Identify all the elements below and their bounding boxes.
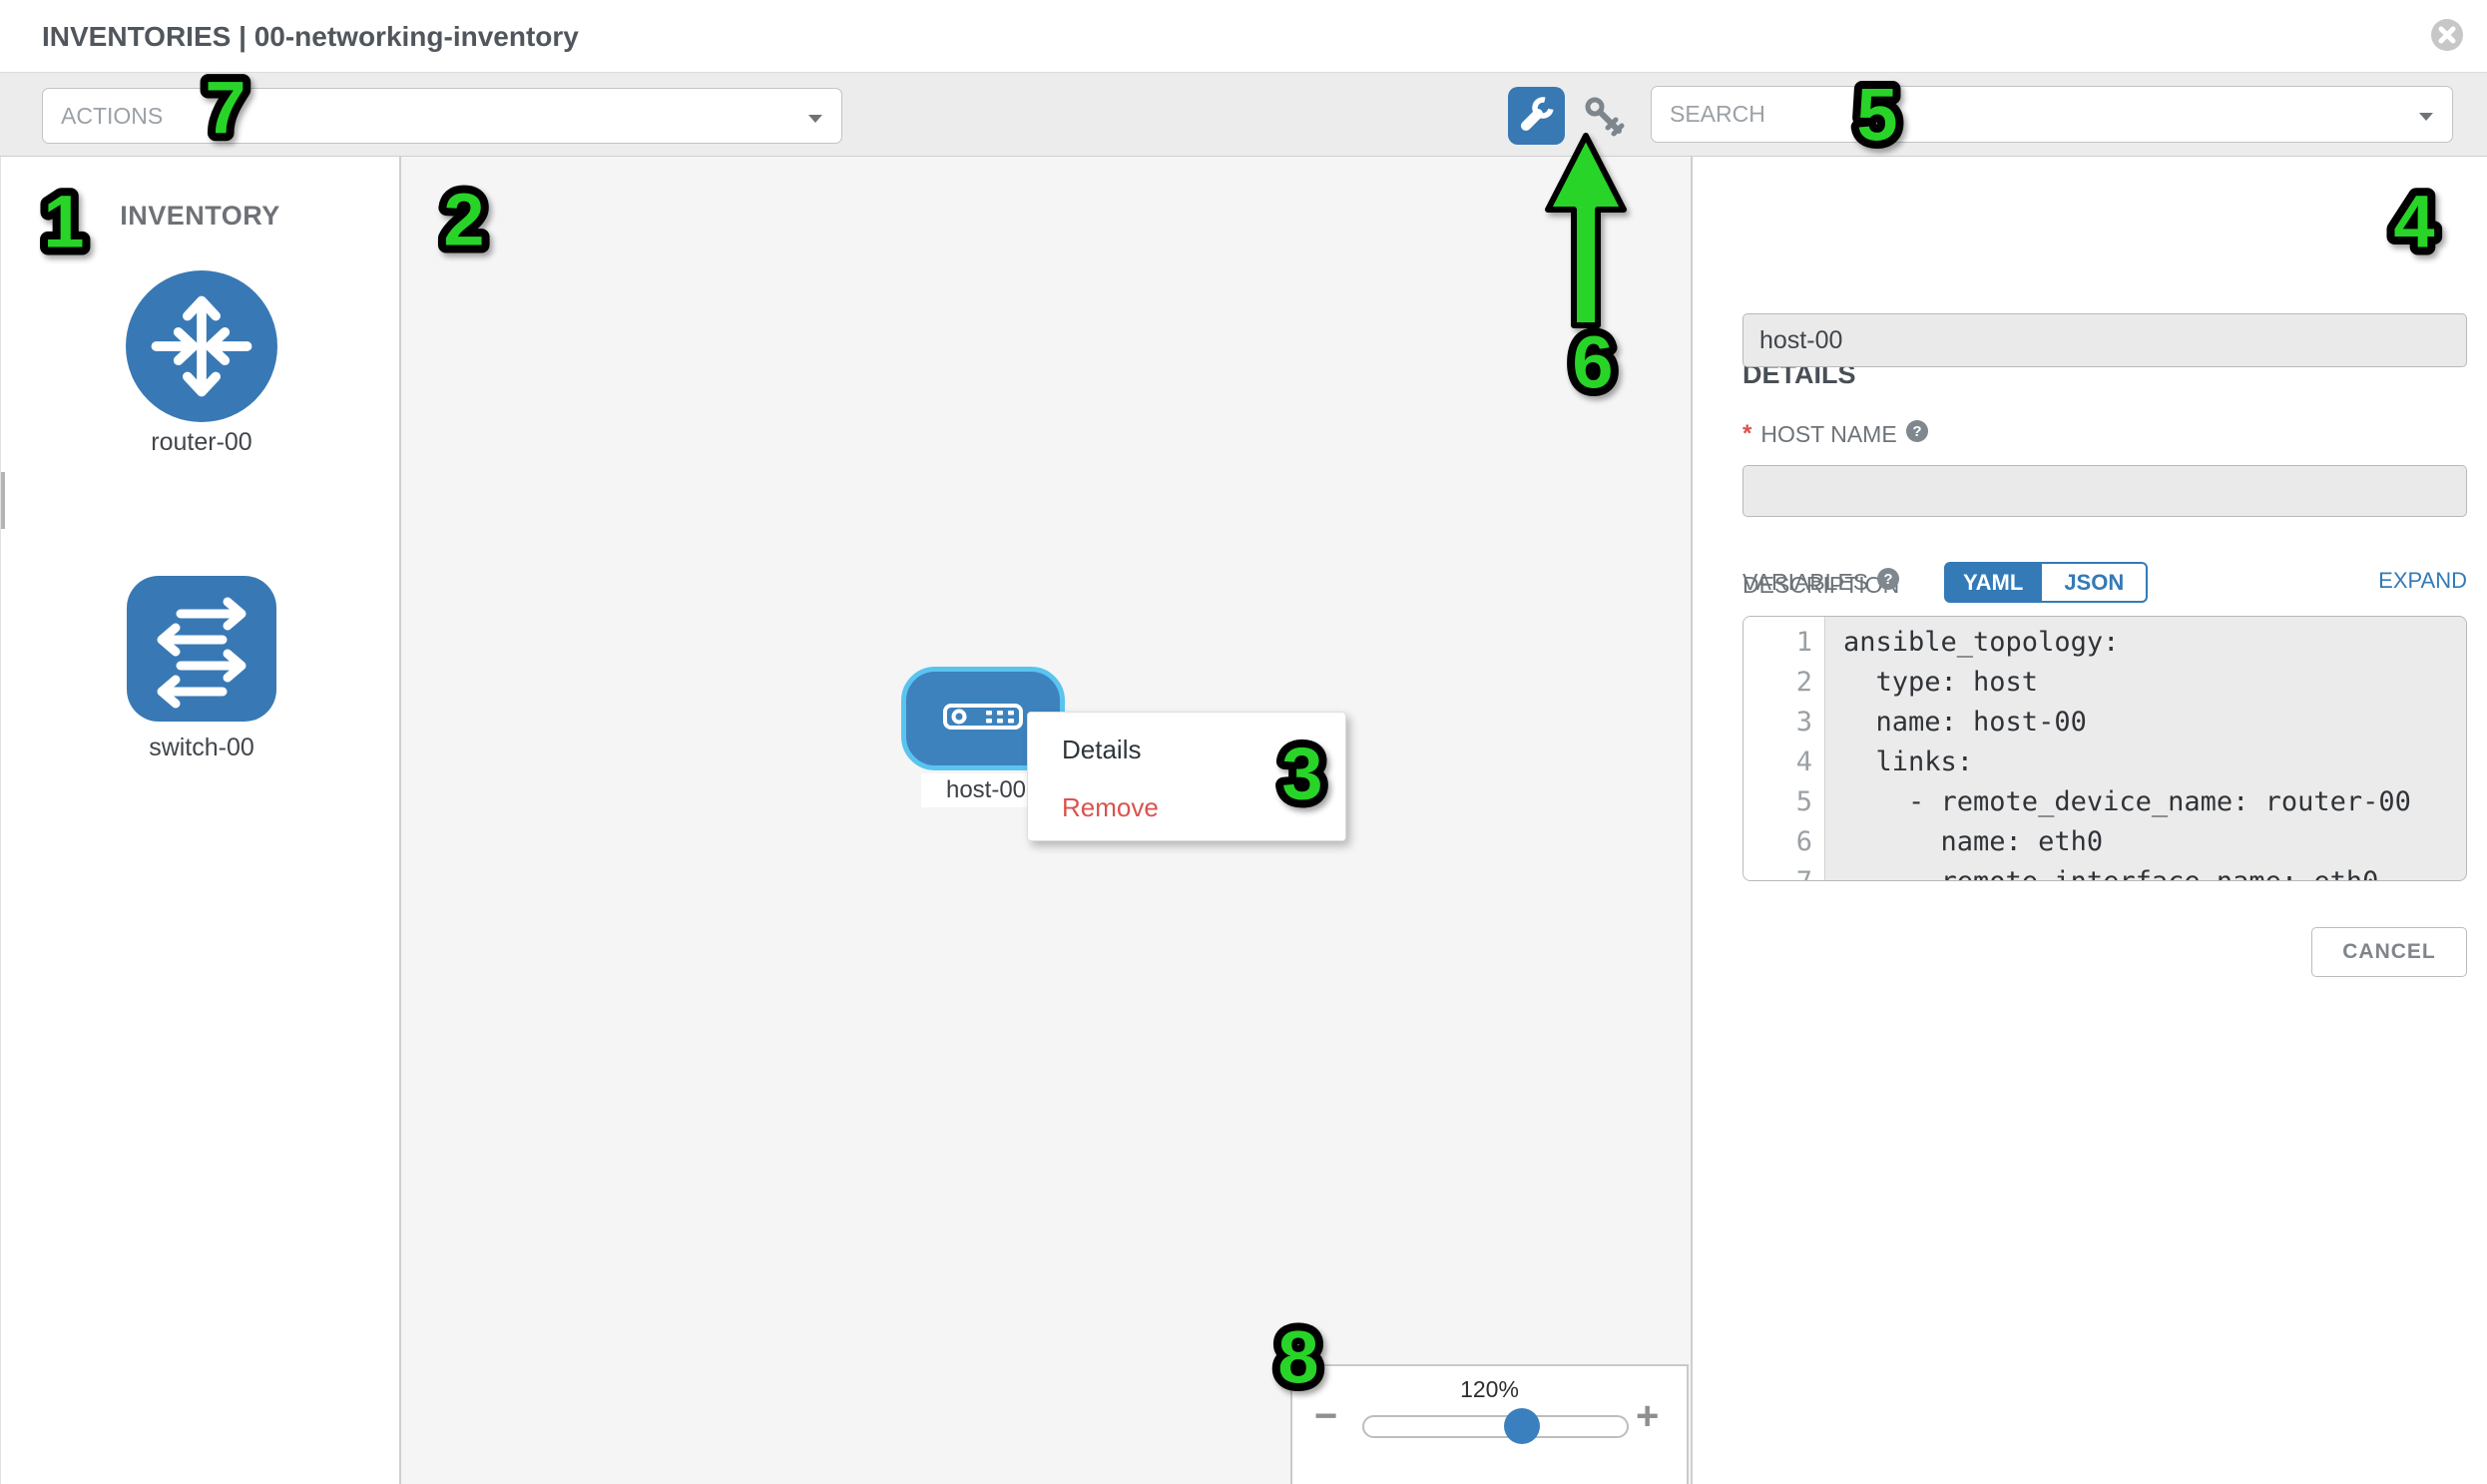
variables-label: VARIABLES bbox=[1742, 568, 1869, 595]
variables-label-row: VARIABLES ? bbox=[1742, 568, 1900, 596]
toggle-toolbox-button[interactable] bbox=[1508, 87, 1565, 145]
code-line: - remote_device_name: router-00 bbox=[1843, 786, 2411, 817]
code-line: type: host bbox=[1843, 667, 2039, 698]
node-context-menu: Details Remove bbox=[1027, 712, 1346, 841]
toolbar: ACTIONS SEA bbox=[0, 72, 2487, 157]
expand-link[interactable]: EXPAND bbox=[2378, 568, 2467, 593]
required-marker: * bbox=[1742, 420, 1752, 447]
zoom-slider-track[interactable] bbox=[1362, 1408, 1629, 1444]
description-label: DESCRIPTION bbox=[1742, 572, 1900, 598]
format-toggle-yaml[interactable]: YAML bbox=[1944, 562, 2043, 603]
variables-code-editor[interactable]: 1 2 3 4 5 6 7 ansible_topology: type: ho… bbox=[1742, 616, 2467, 881]
line-number: 6 bbox=[1795, 826, 1812, 857]
palette-item-router-label: router-00 bbox=[151, 428, 252, 456]
page-title: INVENTORIES | 00-networking-inventory bbox=[42, 21, 579, 52]
editor-line-numbers: 1 2 3 4 5 6 7 bbox=[1743, 617, 1825, 880]
svg-text:?: ? bbox=[1884, 571, 1893, 588]
help-icon[interactable]: ? bbox=[1877, 568, 1900, 596]
zoom-in-button[interactable]: + bbox=[1636, 1394, 1660, 1438]
line-number: 7 bbox=[1743, 862, 1824, 880]
code-line: links: bbox=[1843, 746, 1974, 777]
key-icon bbox=[1581, 93, 1627, 142]
zoom-level-readout: 120% bbox=[1460, 1376, 1519, 1402]
inventory-palette: INVENTORY router-00 bbox=[0, 157, 401, 1484]
line-number: 4 bbox=[1795, 746, 1812, 777]
line-number: 2 bbox=[1795, 667, 1812, 698]
host-name-label-row: * HOST NAME ? bbox=[1742, 420, 1928, 448]
host-server-icon bbox=[943, 703, 1023, 735]
description-label-row: DESCRIPTION bbox=[1742, 572, 1899, 599]
inventory-palette-title: INVENTORY bbox=[120, 201, 280, 231]
line-number: 5 bbox=[1795, 786, 1812, 817]
line-number: 1 bbox=[1795, 627, 1812, 658]
cancel-button[interactable]: CANCEL bbox=[2311, 927, 2467, 977]
code-line: name: eth0 bbox=[1843, 826, 2104, 857]
close-button[interactable] bbox=[2430, 18, 2464, 52]
description-input[interactable] bbox=[1742, 465, 2467, 517]
palette-item-switch-label: switch-00 bbox=[149, 734, 254, 761]
code-line: remote_interface_name: eth0 bbox=[1843, 862, 2466, 880]
code-line: name: host-00 bbox=[1843, 707, 2087, 738]
host-name-input[interactable] bbox=[1742, 313, 2467, 367]
code-line: ansible_topology: bbox=[1843, 627, 2120, 658]
credentials-key-button[interactable] bbox=[1580, 93, 1628, 141]
context-menu-item-remove[interactable]: Remove bbox=[1062, 792, 1159, 822]
zoom-slider-thumb[interactable] bbox=[1504, 1408, 1540, 1444]
switch-icon bbox=[127, 576, 276, 726]
search-dropdown[interactable]: SEARCH bbox=[1651, 86, 2453, 143]
wrench-icon bbox=[1519, 96, 1555, 136]
search-dropdown-label: SEARCH bbox=[1670, 101, 1765, 127]
zoom-control-panel: 120% − + bbox=[1290, 1364, 1689, 1484]
zoom-out-button[interactable]: − bbox=[1314, 1394, 1338, 1438]
actions-dropdown[interactable]: ACTIONS bbox=[42, 88, 842, 144]
close-icon bbox=[2430, 19, 2464, 55]
line-number: 3 bbox=[1795, 707, 1812, 738]
host-name-label: HOST NAME bbox=[1760, 420, 1897, 447]
context-menu-item-details[interactable]: Details bbox=[1062, 735, 1142, 764]
palette-item-switch[interactable] bbox=[127, 576, 276, 722]
sidebar-scrollbar[interactable] bbox=[1, 472, 5, 529]
editor-code-lines: ansible_topology: type: host name: host-… bbox=[1825, 617, 2466, 880]
actions-dropdown-label: ACTIONS bbox=[61, 102, 164, 129]
topology-canvas[interactable]: host-00 Details Remove 120% − + bbox=[401, 157, 1693, 1484]
help-icon[interactable]: ? bbox=[1905, 420, 1928, 448]
svg-text:?: ? bbox=[1912, 423, 1921, 440]
variables-format-toggle: YAML JSON bbox=[1944, 562, 2149, 603]
format-toggle-json[interactable]: JSON bbox=[2042, 562, 2149, 603]
palette-item-router[interactable] bbox=[126, 270, 277, 422]
chevron-down-icon bbox=[807, 103, 823, 130]
router-icon bbox=[126, 270, 277, 426]
chevron-down-icon bbox=[2418, 101, 2434, 128]
header: INVENTORIES | 00-networking-inventory bbox=[0, 0, 2487, 72]
details-panel: DETAILS * HOST NAME ? DESCRIPTION VARIAB… bbox=[1693, 157, 2487, 1484]
